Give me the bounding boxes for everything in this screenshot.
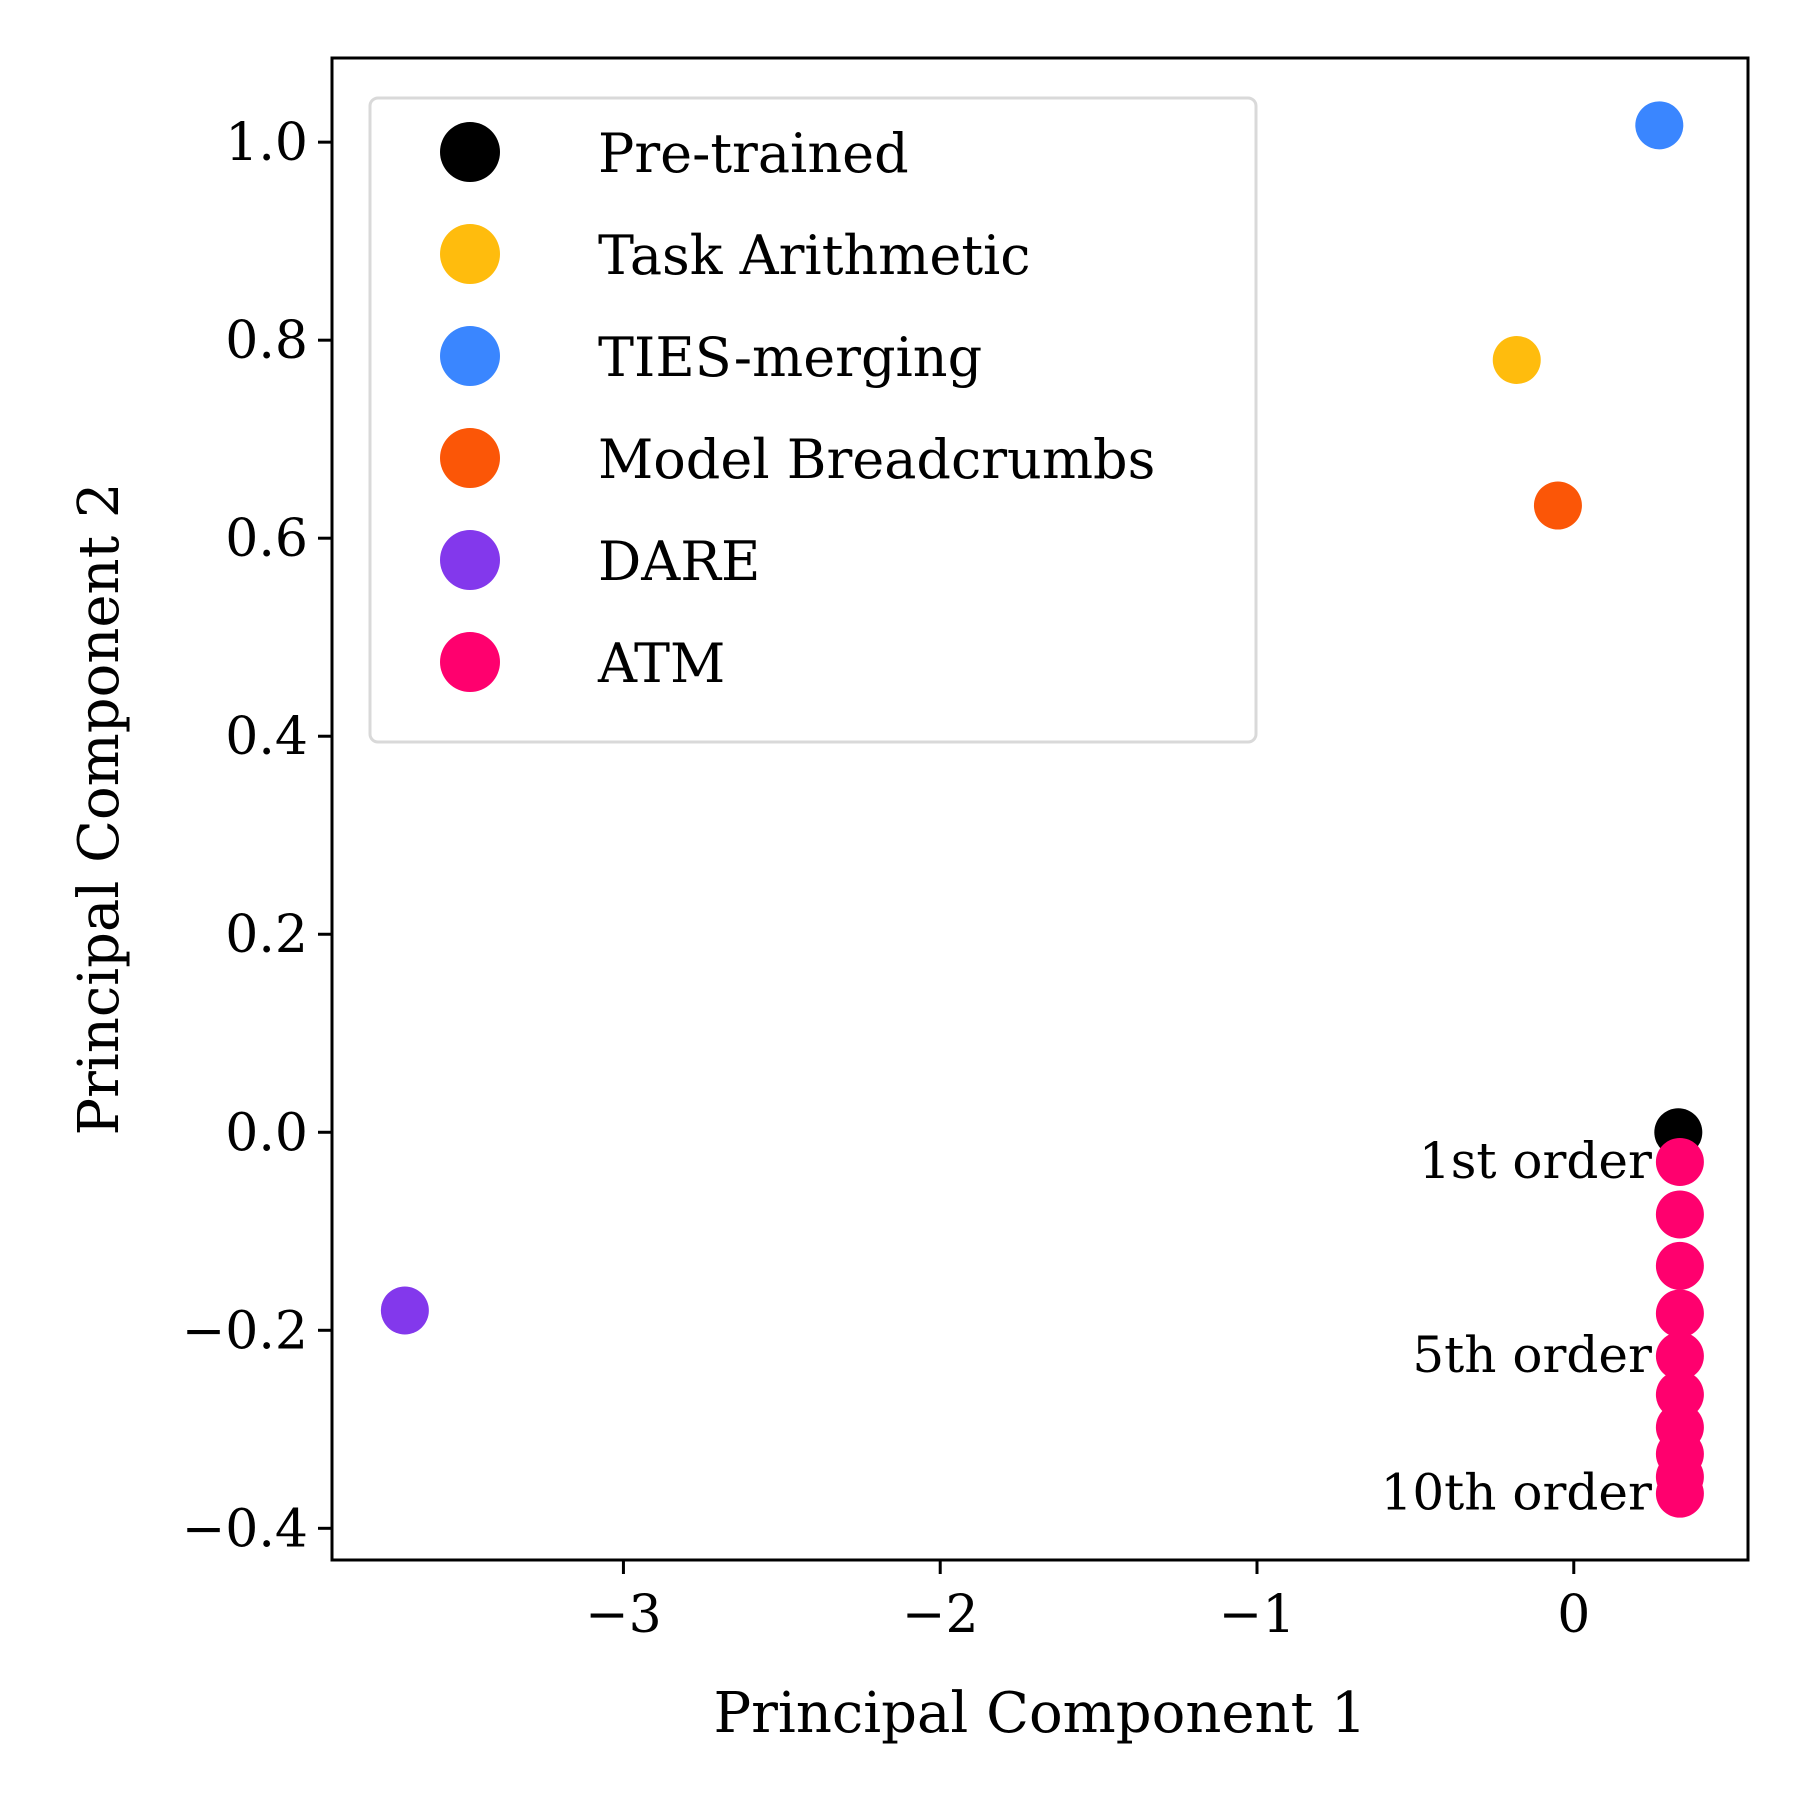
y-tick-label: −0.4 <box>182 1499 308 1559</box>
y-axis: −0.4 −0.2 0.0 0.2 0.4 0.6 0.8 1.0 <box>182 113 332 1559</box>
plot-frame <box>330 56 1750 1562</box>
y-tick-label: 0.6 <box>225 509 308 569</box>
x-tick-label: −3 <box>585 1585 662 1645</box>
order-annotation: 10th order <box>1381 1464 1652 1522</box>
legend-marker <box>440 530 500 590</box>
legend-marker <box>440 632 500 692</box>
legend-box <box>368 96 1258 744</box>
legend-label: Pre-trained <box>598 122 909 185</box>
point-atm <box>1655 1332 1704 1381</box>
legend-label: ATM <box>597 632 725 695</box>
y-tick-label: −0.2 <box>182 1301 308 1361</box>
legend-marker <box>440 122 500 182</box>
y-tick-label: 1.0 <box>225 113 308 173</box>
legend: Pre-trained Task Arithmetic TIES-merging Mo… <box>368 96 1258 744</box>
y-tick-label: 0.2 <box>225 905 308 965</box>
x-tick-label: −1 <box>1219 1585 1296 1645</box>
point-atm <box>1655 1190 1704 1239</box>
y-tick-label: 0.0 <box>225 1103 308 1163</box>
legend-marker <box>440 428 500 488</box>
point-atm <box>1655 1469 1704 1518</box>
point-dare <box>380 1286 429 1335</box>
legend-label: Task Arithmetic <box>598 224 1031 287</box>
x-axis: −3 −2 −1 0 <box>585 1560 1590 1645</box>
points-layer <box>380 101 1704 1518</box>
x-tick-label: −2 <box>902 1585 979 1645</box>
order-annotation: 1st order <box>1419 1132 1652 1190</box>
point-atm <box>1655 1289 1704 1338</box>
point-ties-merging <box>1635 101 1684 150</box>
legend-marker <box>440 224 500 284</box>
point-atm <box>1655 1241 1704 1290</box>
point-model-breadcrumbs <box>1533 481 1582 530</box>
legend-label: DARE <box>598 530 760 593</box>
annotations-layer: 1st order 5th order 10th order <box>1381 1132 1652 1522</box>
point-task-arithmetic <box>1492 335 1541 384</box>
x-axis-title: Principal Component 1 <box>713 1681 1366 1746</box>
order-annotation: 5th order <box>1412 1326 1652 1384</box>
y-tick-label: 0.4 <box>225 707 308 767</box>
legend-label: Model Breadcrumbs <box>598 428 1155 491</box>
y-tick-label: 0.8 <box>225 311 308 371</box>
legend-marker <box>440 326 500 386</box>
legend-label: TIES-merging <box>598 326 982 389</box>
point-atm <box>1655 1137 1704 1186</box>
y-axis-title: Principal Component 2 <box>67 482 132 1135</box>
x-tick-label: 0 <box>1557 1585 1590 1645</box>
